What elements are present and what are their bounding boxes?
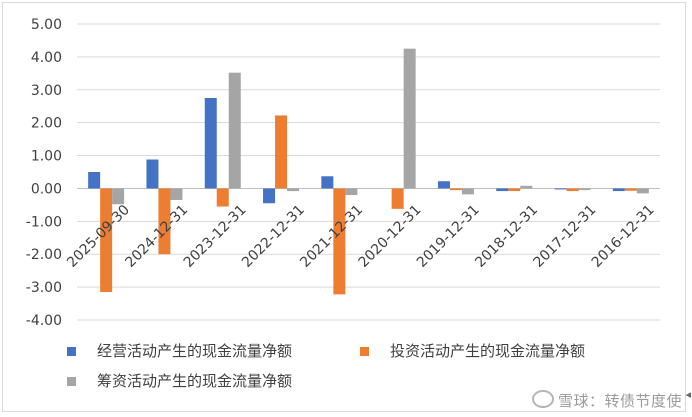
legend-swatch-1: [67, 347, 76, 356]
bar-series-2: [391, 188, 404, 209]
y-tick-label: -2.00: [26, 247, 62, 263]
y-tick-label: 4.00: [31, 50, 62, 66]
watermark-text: 雪球：转债节度使: [557, 392, 682, 410]
chart-frame: [2, 2, 686, 412]
bar-series-2: [566, 188, 579, 192]
y-tick-label: -3.00: [26, 280, 62, 296]
y-tick-label: -1.00: [26, 214, 62, 230]
bar-series-1: [88, 172, 101, 189]
bar-series-2: [624, 188, 637, 191]
y-tick-label: 3.00: [31, 83, 62, 99]
bar-series-1: [437, 181, 450, 189]
y-tick-label: 1.00: [31, 149, 62, 165]
bar-series-3: [461, 188, 474, 195]
y-tick-label: 0.00: [31, 181, 62, 197]
legend-swatch-2: [360, 347, 369, 356]
bar-series-1: [263, 188, 276, 204]
bar-series-1: [321, 176, 334, 189]
bar-series-2: [100, 188, 113, 293]
bar-series-3: [228, 72, 241, 189]
bar-series-3: [520, 185, 533, 189]
bar-series-2: [275, 115, 288, 189]
y-tick-label: 2.00: [31, 116, 62, 132]
x-tick-label: 2016-12-31: [589, 202, 658, 271]
bar-series-2: [333, 188, 346, 295]
bar-series-2: [449, 188, 462, 191]
bar-series-3: [287, 188, 300, 192]
legend-label-2: 投资活动产生的现金流量净额: [390, 342, 585, 360]
bar-series-2: [216, 188, 229, 207]
legend-swatch-3: [67, 377, 76, 386]
bar-series-3: [636, 188, 649, 194]
left-arrow-icon: ◂: [685, 388, 691, 401]
bar-series-1: [146, 159, 159, 189]
legend-label-3: 筹资活动产生的现金流量净额: [97, 372, 292, 390]
bar-series-3: [403, 48, 416, 189]
watermark: 雪球：转债节度使: [531, 390, 682, 411]
bar-series-1: [496, 188, 509, 192]
bar-series-1: [554, 188, 567, 190]
bar-series-1: [204, 98, 217, 189]
y-tick-label: 5.00: [31, 17, 62, 33]
bar-series-3: [578, 188, 591, 191]
legend-label-1: 经营活动产生的现金流量净额: [97, 342, 292, 360]
bar-series-3: [170, 188, 183, 200]
bar-series-2: [158, 188, 171, 255]
y-tick-label: -4.00: [26, 313, 62, 329]
snowball-logo-icon: [531, 390, 554, 408]
bar-series-2: [508, 188, 521, 192]
bar-series-1: [612, 188, 625, 192]
bar-series-3: [345, 188, 358, 196]
bar-series-3: [112, 188, 125, 205]
